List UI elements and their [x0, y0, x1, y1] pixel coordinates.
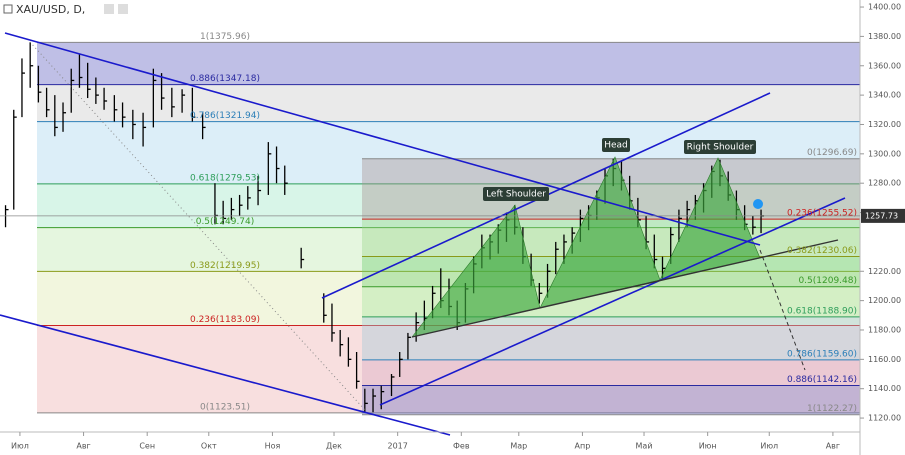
drawings	[0, 32, 846, 436]
x-tick-label: 2017	[387, 442, 407, 451]
x-tick-label: Ноя	[265, 442, 281, 451]
fib-label: 0.5(1249.74)	[196, 217, 255, 227]
y-tick-label: 1340.00	[868, 91, 901, 100]
label-box	[684, 140, 756, 154]
fib-label: 0.236(1255.52)	[787, 209, 857, 219]
x-tick-label: Мар	[510, 442, 527, 451]
label-box	[602, 138, 630, 152]
fib-label: 0(1123.51)	[200, 402, 250, 412]
fib-band	[37, 42, 860, 85]
fib-label: 0.886(1142.16)	[787, 375, 857, 385]
event-icon[interactable]	[753, 199, 763, 209]
x-tick-label: Июл	[11, 442, 29, 451]
y-tick-label: 1180.00	[868, 325, 901, 334]
x-tick-label: Окт	[201, 442, 217, 451]
fib-label: 0.618(1279.53)	[190, 173, 260, 183]
x-tick-label: Дек	[326, 442, 342, 451]
icon[interactable]	[104, 4, 114, 14]
fib-label: 0.236(1183.09)	[190, 315, 260, 325]
fib-band	[362, 359, 860, 386]
annotation: Left Shoulder	[486, 190, 546, 200]
fib-band	[362, 385, 860, 415]
fib-label: 1(1122.27)	[807, 404, 857, 414]
fib-label: 0(1296.69)	[807, 148, 857, 158]
y-tick-label: 1280.00	[868, 179, 901, 188]
label-box	[483, 187, 549, 201]
y-tick-label: 1120.00	[868, 414, 901, 423]
fib-band	[37, 325, 860, 413]
y-tick-label: 1380.00	[868, 32, 901, 41]
y-tick-label: 1200.00	[868, 296, 901, 305]
icon[interactable]	[3, 4, 13, 14]
fib-label: 1(1375.96)	[200, 32, 250, 42]
fib-label: 0.786(1159.60)	[787, 349, 857, 359]
icon[interactable]	[118, 4, 128, 14]
fib-label: 0.382(1230.06)	[787, 246, 857, 256]
last-price-label: 1257.73	[865, 211, 898, 220]
x-tick-label: Май	[636, 442, 653, 451]
y-tick-label: 1220.00	[868, 267, 901, 276]
y-tick-label: 1320.00	[868, 120, 901, 129]
x-tick-label: Июл	[760, 442, 778, 451]
y-tick-label: 1160.00	[868, 355, 901, 364]
fib-label: 0.382(1219.95)	[190, 261, 260, 271]
y-tick-label: 1300.00	[868, 149, 901, 158]
fib-label: 0.886(1347.18)	[190, 74, 260, 84]
x-tick-label: Фев	[453, 442, 470, 451]
x-tick-label: Сен	[139, 442, 155, 451]
x-tick-label: Авг	[826, 442, 840, 451]
y-tick-label: 1140.00	[868, 384, 901, 393]
fib-label: 0.5(1209.48)	[798, 276, 857, 286]
annotation: Head	[604, 141, 628, 151]
x-tick-label: Авг	[76, 442, 90, 451]
fib-label: 0.786(1321.94)	[190, 111, 260, 121]
last-price-box	[861, 208, 905, 223]
x-tick-label: Апр	[575, 442, 591, 451]
fib-label: 0.618(1188.90)	[787, 306, 857, 316]
y-tick-label: 1360.00	[868, 61, 901, 70]
y-tick-label: 1400.00	[868, 3, 901, 12]
annotation: Right Shoulder	[687, 143, 754, 153]
overlay: Left Shoulder Head Right Shoulder XAU/US…	[3, 3, 857, 414]
chart-title: XAU/USD, D,	[16, 3, 85, 16]
x-tick-label: Июн	[699, 442, 717, 451]
fib-band	[37, 84, 860, 122]
